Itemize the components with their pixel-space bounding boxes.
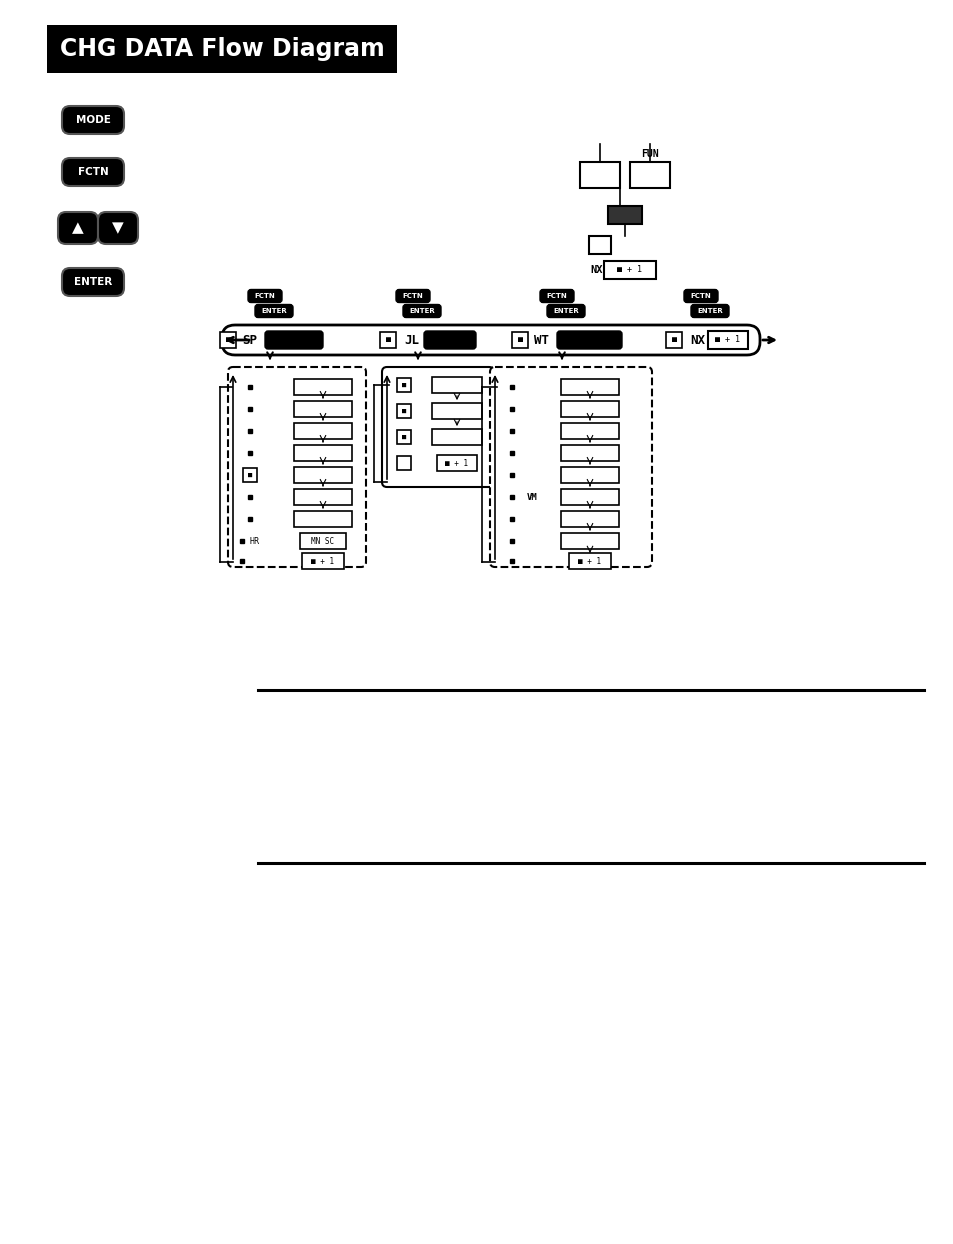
Text: ■ + 1: ■ + 1 xyxy=(445,459,468,468)
Bar xyxy=(294,379,352,396)
Bar xyxy=(294,511,352,527)
Bar xyxy=(560,401,618,417)
Text: ■: ■ xyxy=(517,336,522,345)
FancyBboxPatch shape xyxy=(265,331,323,350)
Text: MODE: MODE xyxy=(75,114,111,124)
Text: ■: ■ xyxy=(401,434,406,440)
Bar xyxy=(294,466,352,483)
Bar xyxy=(603,261,656,279)
Bar xyxy=(436,455,476,471)
Bar xyxy=(299,532,346,549)
Bar xyxy=(432,429,481,445)
Text: JL: JL xyxy=(403,333,418,347)
FancyBboxPatch shape xyxy=(222,325,760,355)
FancyBboxPatch shape xyxy=(58,211,98,244)
Text: ▲: ▲ xyxy=(72,220,84,235)
Text: ■: ■ xyxy=(225,336,231,345)
Text: CHG DATA Flow Diagram: CHG DATA Flow Diagram xyxy=(59,37,384,61)
Text: ■: ■ xyxy=(385,336,390,345)
Text: FUN: FUN xyxy=(640,149,659,159)
Text: ENTER: ENTER xyxy=(73,277,112,287)
Text: VM: VM xyxy=(526,493,537,501)
Text: ■: ■ xyxy=(248,471,252,478)
Text: FCTN: FCTN xyxy=(402,294,423,299)
Bar xyxy=(560,511,618,527)
Bar xyxy=(432,403,481,419)
Text: FCTN: FCTN xyxy=(546,294,567,299)
Bar xyxy=(396,430,411,444)
Bar xyxy=(47,25,396,73)
FancyBboxPatch shape xyxy=(98,211,138,244)
Bar xyxy=(607,207,641,224)
Text: ■ + 1: ■ + 1 xyxy=(715,336,740,345)
Bar xyxy=(560,423,618,439)
FancyBboxPatch shape xyxy=(683,290,718,302)
Bar xyxy=(512,332,527,348)
Bar xyxy=(396,457,411,470)
FancyBboxPatch shape xyxy=(690,305,728,317)
FancyBboxPatch shape xyxy=(381,367,494,486)
Text: ENTER: ENTER xyxy=(409,309,435,313)
Bar xyxy=(379,332,395,348)
Bar xyxy=(579,162,619,188)
Bar xyxy=(294,445,352,462)
FancyBboxPatch shape xyxy=(62,158,124,187)
Bar xyxy=(294,401,352,417)
Bar xyxy=(665,332,681,348)
Text: FCTN: FCTN xyxy=(690,294,711,299)
Text: ENTER: ENTER xyxy=(261,309,287,313)
Bar xyxy=(294,423,352,439)
Text: ■ + 1: ■ + 1 xyxy=(617,265,641,275)
Text: ■: ■ xyxy=(401,408,406,414)
FancyBboxPatch shape xyxy=(62,267,124,296)
FancyBboxPatch shape xyxy=(62,106,124,134)
Text: WT: WT xyxy=(534,333,548,347)
FancyBboxPatch shape xyxy=(228,367,366,567)
Text: ■: ■ xyxy=(671,336,676,345)
Bar xyxy=(560,532,618,549)
FancyBboxPatch shape xyxy=(402,305,440,317)
Text: FCTN: FCTN xyxy=(77,167,109,177)
Bar xyxy=(560,466,618,483)
Bar xyxy=(396,378,411,392)
Bar xyxy=(707,331,747,350)
Text: HR: HR xyxy=(250,536,260,546)
Bar xyxy=(302,554,344,569)
Text: ■ + 1: ■ + 1 xyxy=(311,556,335,566)
Text: ■ + 1: ■ + 1 xyxy=(578,556,601,566)
Bar xyxy=(588,236,610,254)
Text: SP: SP xyxy=(242,333,256,347)
Text: MN SC: MN SC xyxy=(311,536,335,546)
Bar xyxy=(243,468,256,481)
FancyBboxPatch shape xyxy=(248,290,282,302)
FancyBboxPatch shape xyxy=(254,305,293,317)
Bar xyxy=(432,377,481,393)
Text: ▼: ▼ xyxy=(112,220,124,235)
FancyBboxPatch shape xyxy=(423,331,476,350)
Bar xyxy=(560,489,618,505)
Bar xyxy=(568,554,610,569)
Bar xyxy=(294,489,352,505)
Text: NX: NX xyxy=(589,265,602,275)
Text: FCTN: FCTN xyxy=(254,294,275,299)
Text: ENTER: ENTER xyxy=(697,309,722,313)
Text: NX: NX xyxy=(689,333,704,347)
Bar xyxy=(396,404,411,418)
FancyBboxPatch shape xyxy=(490,367,651,567)
FancyBboxPatch shape xyxy=(395,290,430,302)
Bar xyxy=(560,379,618,396)
Bar xyxy=(629,162,669,188)
FancyBboxPatch shape xyxy=(546,305,584,317)
Bar xyxy=(220,332,235,348)
Bar xyxy=(560,445,618,462)
FancyBboxPatch shape xyxy=(557,331,621,350)
FancyBboxPatch shape xyxy=(539,290,574,302)
Text: ■: ■ xyxy=(401,382,406,388)
Text: ENTER: ENTER xyxy=(553,309,578,313)
